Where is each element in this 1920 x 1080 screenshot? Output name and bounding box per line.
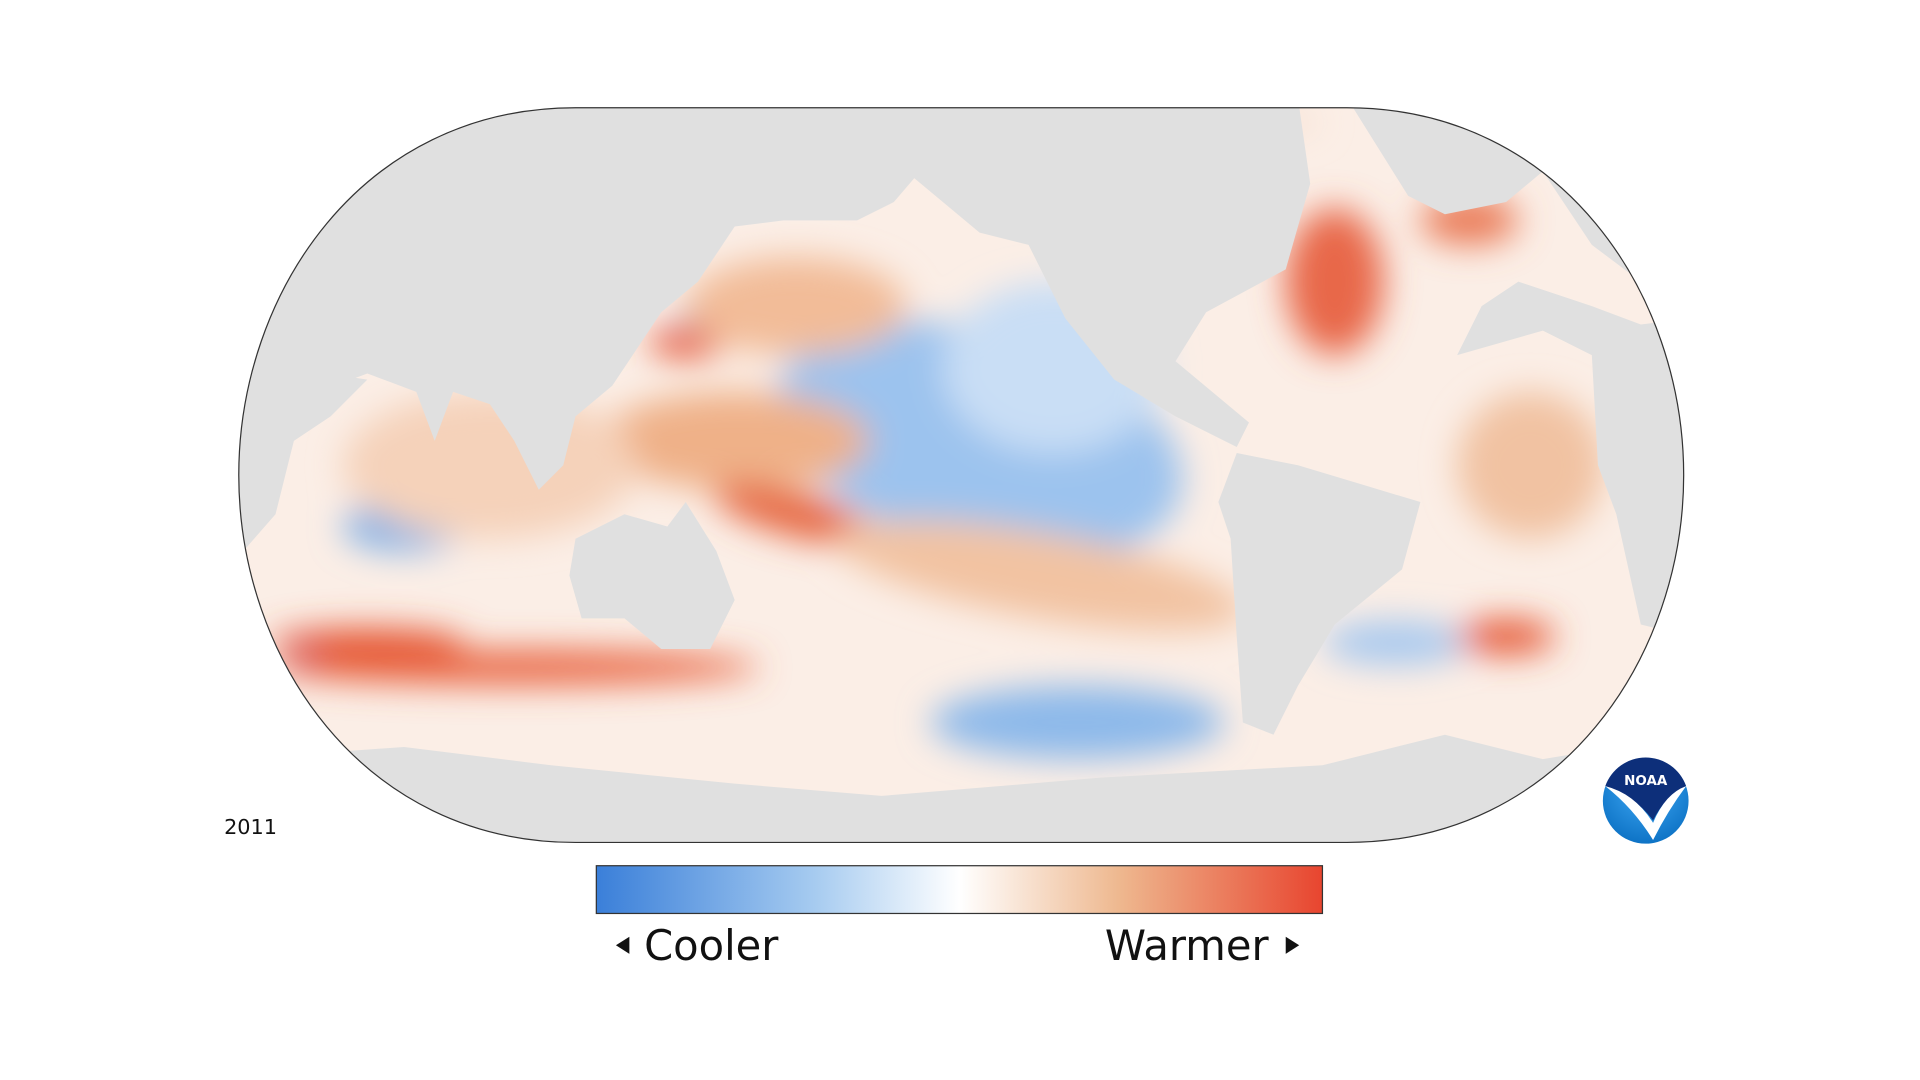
map-border <box>238 107 1685 844</box>
legend-high: Warmer <box>1105 921 1270 970</box>
legend-low: Cooler <box>644 921 779 970</box>
arrow-right <box>1285 936 1300 954</box>
noaa-logo: NOAA <box>1602 757 1689 844</box>
map <box>238 107 1684 843</box>
arrow-left <box>615 936 630 954</box>
land <box>238 107 1684 843</box>
year-label: 2011 <box>224 815 277 839</box>
logo-text: NOAA <box>1624 774 1668 789</box>
color-scale <box>595 865 1324 915</box>
